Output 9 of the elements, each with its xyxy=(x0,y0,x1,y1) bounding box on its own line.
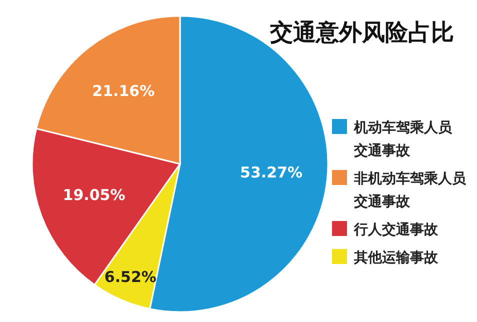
legend-label: 行人交通事故 xyxy=(353,221,439,238)
data-label: 19.05% xyxy=(62,186,126,204)
legend-label: 机动车驾乘人员交通事故 xyxy=(353,119,453,159)
legend-label: 其他运输事故 xyxy=(353,250,439,266)
legend-label: 非机动车驾乘人员交通事故 xyxy=(353,170,467,210)
chart-title: 交通意外风险占比 xyxy=(269,19,454,46)
data-label: 6.52% xyxy=(104,268,156,286)
data-label: 53.27% xyxy=(240,164,303,182)
data-label: 21.16% xyxy=(92,82,155,100)
